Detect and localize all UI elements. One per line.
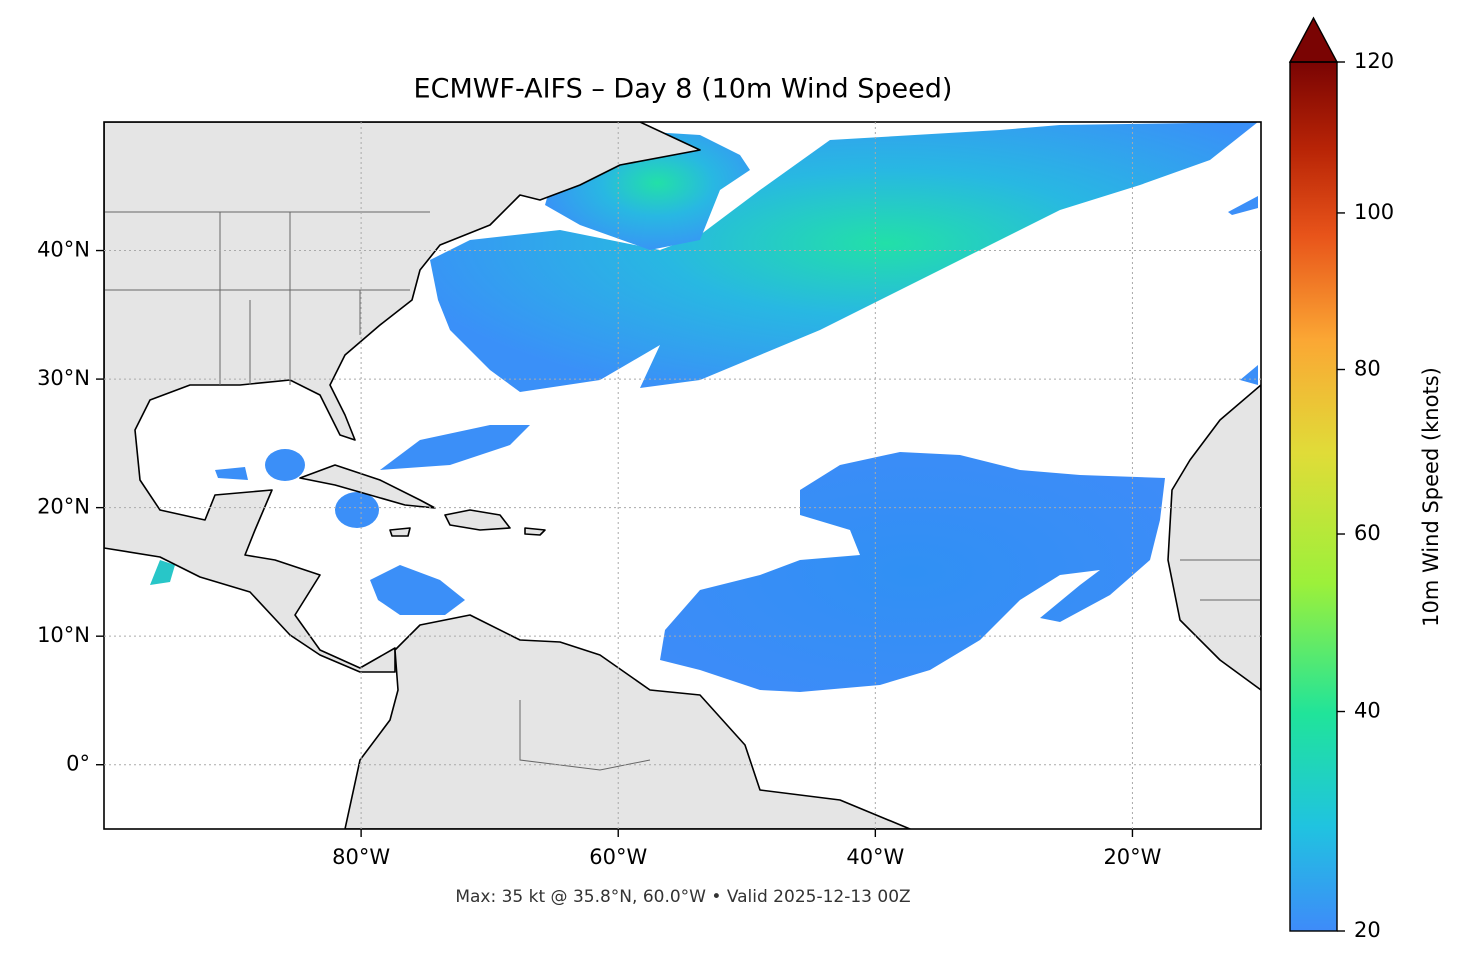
y-tick-label: 30°N — [37, 366, 90, 390]
y-tick-label: 0° — [66, 752, 90, 776]
land — [104, 122, 1261, 829]
map-area — [104, 122, 1261, 829]
y-tick-label: 40°N — [37, 238, 90, 262]
map-title: ECMWF-AIFS – Day 8 (10m Wind Speed) — [414, 74, 953, 105]
colorbar — [1290, 62, 1337, 931]
colorbar-extend — [1288, 16, 1339, 63]
colorbar-tick-label: 60 — [1354, 521, 1381, 545]
colorbar-tick-label: 40 — [1354, 699, 1381, 723]
x-tick-label: 60°W — [589, 845, 647, 869]
colorbar-tick-label: 80 — [1354, 357, 1381, 381]
colorbar-tick-label: 100 — [1354, 200, 1394, 224]
x-tick-label: 80°W — [332, 845, 390, 869]
y-tick-label: 10°N — [37, 623, 90, 647]
x-tick-label: 40°W — [846, 845, 904, 869]
map-frame — [103, 121, 1262, 830]
x-tick-label: 20°W — [1103, 845, 1161, 869]
y-tick-label: 20°N — [37, 495, 90, 519]
colorbar-tick-label: 120 — [1354, 49, 1394, 73]
colorbar-frame — [1289, 61, 1338, 932]
colorbar-tick-label: 20 — [1354, 918, 1381, 942]
colorbar-label: 10m Wind Speed (knots) — [1419, 367, 1443, 627]
map-footer: Max: 35 kt @ 35.8°N, 60.0°W • Valid 2025… — [455, 887, 910, 907]
